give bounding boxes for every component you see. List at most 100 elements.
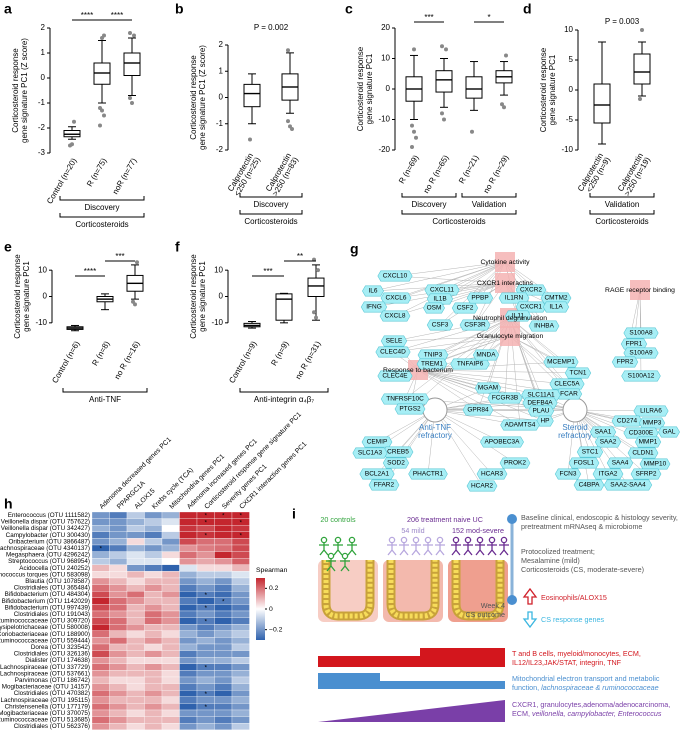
group-label: R (n=8) [90,339,111,367]
heatmap-cell [126,663,145,671]
heatmap-cell [214,551,233,559]
outlier [470,129,474,134]
heatmap-cell [179,584,198,592]
heatmap-cell [109,670,128,678]
heatmap-cell [126,584,145,592]
gene-label: S100A8 [629,330,653,337]
x-tick-label: noR (n=77) [111,156,139,196]
term-label: Cytokine activity [480,259,530,266]
bar-text-part: T and B cells, myeloid/monocytes, ECM, [512,649,641,658]
heatmap-cell [179,577,198,585]
outlier [128,96,132,100]
heatmap-cell [109,709,128,717]
heatmap-cell [179,571,198,579]
heatmap-cell [179,630,198,638]
heatmap-cell [231,650,250,658]
heatmap-cell [126,696,145,704]
person-head [500,536,508,544]
y-tick-label: -1 [38,98,46,107]
heatmap-cell [161,584,180,592]
gene-label: CD274 [617,418,638,425]
naive-label: 206 treatment naive UC [407,515,483,524]
heatmap-cell [231,643,250,651]
bracket-label: Discovery [84,203,119,212]
y-axis-label: Corticosteroid response [13,254,22,339]
gene-node [527,405,555,417]
gene-node [603,479,653,491]
heatmap-cell [231,676,250,684]
person-body [475,543,485,556]
group-label: no R (n=31) [294,339,323,381]
gene-label: GPR84 [467,407,489,414]
heatmap-cell [126,630,145,638]
outlier [442,117,446,122]
panel-letter: d [523,1,532,17]
heatmap-cell [214,544,233,552]
gene-label: TNFAIP6 [457,361,484,368]
heatmap-cell [161,637,180,645]
heatmap-cell [161,709,180,717]
gene-node [462,404,494,416]
heatmap-cell [144,630,163,638]
row-label: Christensenella (OTU 177179) [5,703,90,710]
person-icon [423,536,433,556]
row-label: Clostridiales (OTU 326136) [14,651,90,658]
heatmap-cell [109,617,128,625]
heatmap-cell [91,670,110,678]
outlier [412,129,416,134]
heatmap-cell [161,657,180,664]
heatmap-cell [91,531,110,539]
person-icon [347,536,357,556]
severe-label: 152 mod-severe [452,526,504,535]
gene-label: PPBP [471,295,488,302]
gene-label: CSF3R [464,322,486,329]
heatmap-cell [109,584,128,592]
heatmap-cell [144,637,163,645]
outlier [128,31,132,35]
y-tick-label: -5 [566,115,574,124]
heatmap-cell [179,518,198,526]
heatmap-cell [214,577,233,585]
heatmap-cell [109,577,128,585]
bracket-label: Discovery [411,200,446,209]
group-label: no R (n=29) [482,153,511,195]
y-axis-label: Corticosteroid response [356,46,365,131]
colon-background [318,560,378,622]
gene-node [466,480,498,492]
heatmap-cell [144,597,163,605]
timeline-dot [507,595,517,605]
heatmap-cell [91,591,110,598]
gene-label: CXCR2 [520,287,542,294]
network-edge [434,409,516,464]
heatmap-cell [214,657,233,664]
bracket [239,193,303,198]
heatmap-cell [161,716,180,724]
heatmap-cell [179,690,198,697]
heatmap-cell [161,531,180,539]
outlier [444,47,448,52]
heatmap-cell [109,511,128,519]
bracket [62,388,148,393]
heatmap-cell [91,558,110,565]
bracket [239,210,303,215]
bar-text: IL12/IL23,JAK/STAT, integrin, TNF [512,658,622,667]
bar-text-part: function, [512,683,541,692]
heatmap-cell [91,604,110,612]
heatmap-cell [179,663,198,671]
heatmap-cell [161,703,180,711]
heatmap-cell [144,723,163,730]
gene-node [499,457,531,469]
heatmap-cell [161,630,180,638]
outlier [312,310,316,315]
heatmap-cell [144,571,163,579]
significance-label: *** [263,267,272,276]
heatmap-cell [126,637,145,645]
significance-star: * [204,664,207,671]
bracket [239,388,329,393]
gene-node [606,457,634,469]
bracket-label: Anti-integrin α₄β₇ [254,395,314,404]
row-label: Enterococcus (OTU 1111582) [8,512,90,519]
gene-node [536,415,554,427]
heatmap-cell [179,511,198,519]
gene-node [424,284,460,296]
